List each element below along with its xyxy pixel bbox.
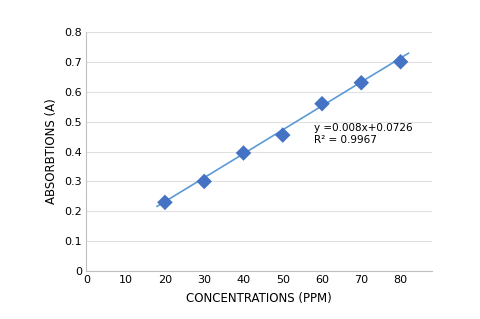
Y-axis label: ABSORBTIONS (A): ABSORBTIONS (A) [45, 99, 58, 204]
Point [397, 59, 405, 64]
Point [240, 151, 247, 156]
Point [279, 132, 287, 137]
Point [358, 80, 365, 85]
X-axis label: CONCENTRATIONS (PPM): CONCENTRATIONS (PPM) [186, 292, 332, 305]
Point [161, 200, 169, 205]
Point [200, 179, 208, 184]
Point [318, 101, 326, 106]
Text: y =0.008x+0.0726
R² = 0.9967: y =0.008x+0.0726 R² = 0.9967 [314, 123, 413, 145]
